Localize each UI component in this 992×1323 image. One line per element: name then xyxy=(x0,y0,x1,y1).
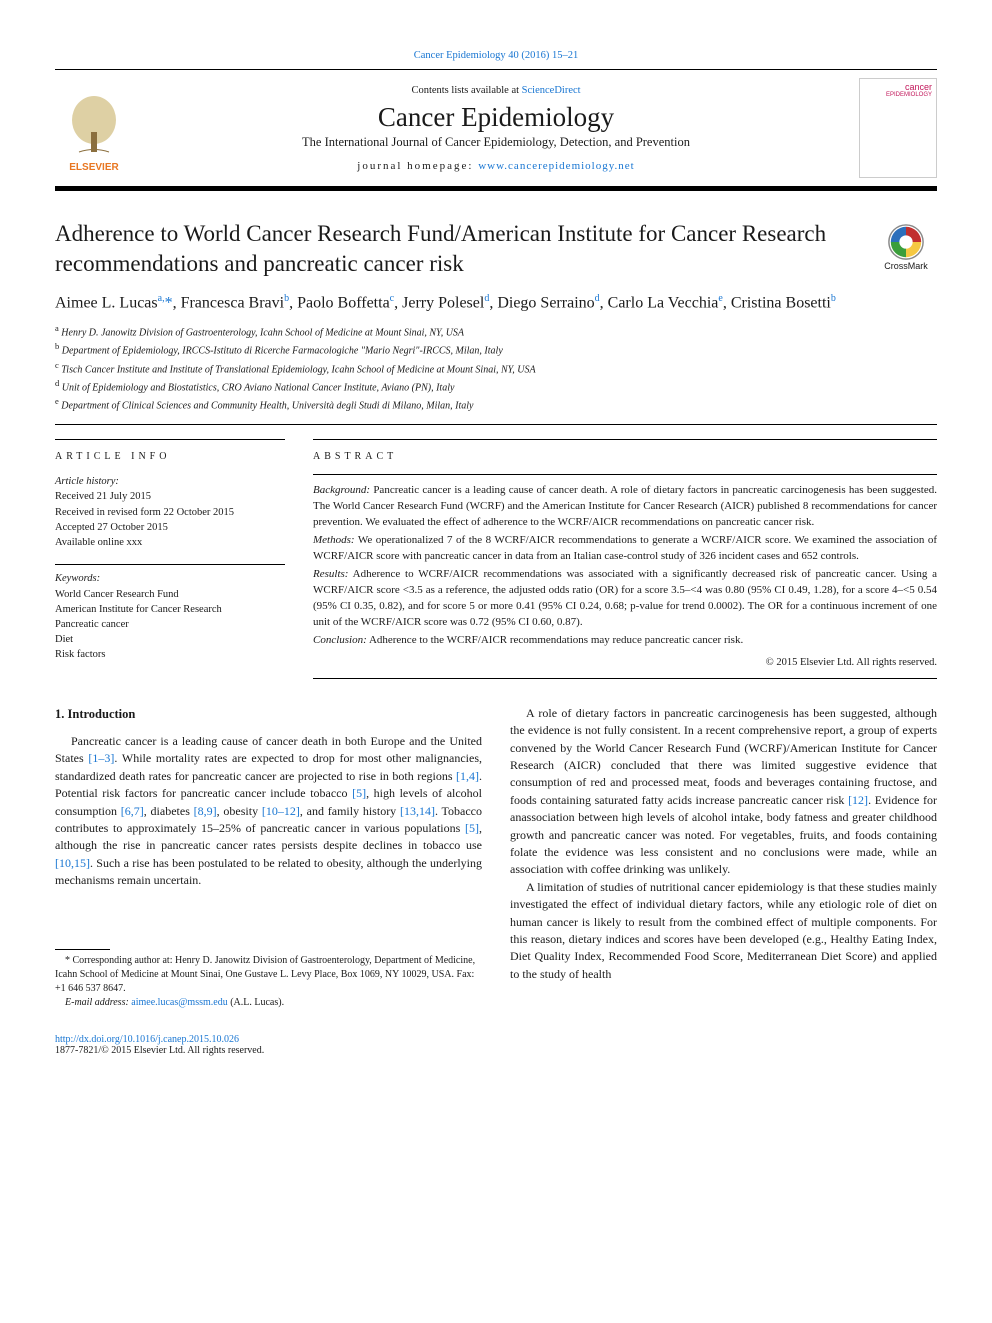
email-label: E-mail address: xyxy=(65,997,129,1008)
elsevier-tree-icon xyxy=(59,92,129,162)
journal-homepage-line: journal homepage: www.cancerepidemiology… xyxy=(148,160,844,172)
page: Cancer Epidemiology 40 (2016) 15–21 ELSE… xyxy=(0,0,992,1096)
abs-m-label: Methods: xyxy=(313,534,355,546)
journal-name: Cancer Epidemiology xyxy=(148,102,844,133)
intro-heading: 1. Introduction xyxy=(55,705,482,723)
body-columns: 1. Introduction Pancreatic cancer is a l… xyxy=(55,705,937,1011)
article-info: ARTICLE INFO Article history: Received 2… xyxy=(55,439,285,679)
body-paragraph: A limitation of studies of nutritional c… xyxy=(510,879,937,983)
keyword: World Cancer Research Fund xyxy=(55,589,179,600)
info-heading: ARTICLE INFO xyxy=(55,450,285,465)
affiliation-line: d Unit of Epidemiology and Biostatistics… xyxy=(55,377,937,395)
abstract-methods: Methods: We operationalized 7 of the 8 W… xyxy=(313,533,937,565)
history-line: Accepted 27 October 2015 xyxy=(55,522,168,533)
abs-r-label: Results: xyxy=(313,568,348,580)
history-block: Article history: Received 21 July 2015 R… xyxy=(55,474,285,550)
affiliation-line: a Henry D. Janowitz Division of Gastroen… xyxy=(55,322,937,340)
footnote-separator xyxy=(55,949,110,950)
body-col-left: 1. Introduction Pancreatic cancer is a l… xyxy=(55,705,482,1011)
elsevier-logo: ELSEVIER xyxy=(55,83,133,173)
info-abstract-row: ARTICLE INFO Article history: Received 2… xyxy=(55,439,937,679)
crossmark-badge[interactable]: CrossMark xyxy=(875,219,937,275)
abstract-background: Background: Pancreatic cancer is a leadi… xyxy=(313,483,937,531)
homepage-link[interactable]: www.cancerepidemiology.net xyxy=(478,160,635,172)
abstract-bottom-rule xyxy=(313,678,937,679)
abs-r-text: Adherence to WCRF/AICR recommendations w… xyxy=(313,568,937,628)
citation-header: Cancer Epidemiology 40 (2016) 15–21 xyxy=(55,50,937,61)
abs-m-text: We operationalized 7 of the 8 WCRF/AICR … xyxy=(313,534,937,562)
sciencedirect-link[interactable]: ScienceDirect xyxy=(522,85,581,96)
keywords-block: Keywords: World Cancer Research Fund Ame… xyxy=(55,571,285,662)
citation-link[interactable]: Cancer Epidemiology 40 (2016) 15–21 xyxy=(414,50,578,61)
abstract-top-rule xyxy=(313,474,937,475)
homepage-prefix: journal homepage: xyxy=(357,160,478,172)
article-title: Adherence to World Cancer Research Fund/… xyxy=(55,219,855,279)
elsevier-text: ELSEVIER xyxy=(69,162,118,173)
body-paragraph: Pancreatic cancer is a leading cause of … xyxy=(55,733,482,890)
email-link[interactable]: aimee.lucas@mssm.edu xyxy=(131,997,227,1008)
header-rule xyxy=(55,187,937,191)
info-divider xyxy=(55,564,285,565)
author-list: Aimee L. Lucasa,*, Francesca Bravib, Pao… xyxy=(55,293,937,312)
crossmark-label: CrossMark xyxy=(884,261,928,271)
footnotes: * Corresponding author at: Henry D. Jano… xyxy=(55,954,482,1010)
keyword: Diet xyxy=(55,634,73,645)
keyword: Pancreatic cancer xyxy=(55,619,129,630)
history-line: Available online xxx xyxy=(55,537,142,548)
doi-block: http://dx.doi.org/10.1016/j.canep.2015.1… xyxy=(55,1034,937,1056)
copyright: © 2015 Elsevier Ltd. All rights reserved… xyxy=(313,655,937,670)
journal-header: ELSEVIER Contents lists available at Sci… xyxy=(55,69,937,187)
title-block: Adherence to World Cancer Research Fund/… xyxy=(55,219,937,279)
abs-bg-label: Background: xyxy=(313,484,370,496)
header-center: Contents lists available at ScienceDirec… xyxy=(148,85,844,172)
email-footnote: E-mail address: aimee.lucas@mssm.edu (A.… xyxy=(55,996,482,1010)
history-line: Received in revised form 22 October 2015 xyxy=(55,507,234,518)
abs-c-label: Conclusion: xyxy=(313,634,367,646)
email-suffix: (A.L. Lucas). xyxy=(228,997,284,1008)
abs-c-text: Adherence to the WCRF/AICR recommendatio… xyxy=(369,634,743,646)
keyword: Risk factors xyxy=(55,649,105,660)
contents-line: Contents lists available at ScienceDirec… xyxy=(148,85,844,96)
affiliation-line: e Department of Clinical Sciences and Co… xyxy=(55,395,937,413)
journal-cover-thumb: cancer EPIDEMIOLOGY xyxy=(859,78,937,178)
affiliations: a Henry D. Janowitz Division of Gastroen… xyxy=(55,322,937,414)
history-label: Article history: xyxy=(55,476,119,487)
issn-line: 1877-7821/© 2015 Elsevier Ltd. All right… xyxy=(55,1045,264,1056)
history-line: Received 21 July 2015 xyxy=(55,491,151,502)
abstract-heading: ABSTRACT xyxy=(313,450,937,465)
abstract: ABSTRACT Background: Pancreatic cancer i… xyxy=(313,439,937,679)
corresponding-footnote: * Corresponding author at: Henry D. Jano… xyxy=(55,954,482,996)
journal-subtitle: The International Journal of Cancer Epid… xyxy=(148,135,844,150)
crossmark-icon xyxy=(887,223,925,261)
doi-link[interactable]: http://dx.doi.org/10.1016/j.canep.2015.1… xyxy=(55,1034,239,1045)
cover-text-2: EPIDEMIOLOGY xyxy=(886,92,932,98)
keywords-label: Keywords: xyxy=(55,573,100,584)
affiliation-line: b Department of Epidemiology, IRCCS-Isti… xyxy=(55,340,937,358)
keyword: American Institute for Cancer Research xyxy=(55,604,222,615)
contents-prefix: Contents lists available at xyxy=(411,85,521,96)
cover-text-1: cancer xyxy=(905,83,932,92)
abstract-results: Results: Adherence to WCRF/AICR recommen… xyxy=(313,567,937,631)
abstract-conclusion: Conclusion: Adherence to the WCRF/AICR r… xyxy=(313,633,937,649)
affil-rule xyxy=(55,424,937,425)
abs-bg-text: Pancreatic cancer is a leading cause of … xyxy=(313,484,937,528)
body-col-right: A role of dietary factors in pancreatic … xyxy=(510,705,937,1011)
body-paragraph: A role of dietary factors in pancreatic … xyxy=(510,705,937,879)
affiliation-line: c Tisch Cancer Institute and Institute o… xyxy=(55,359,937,377)
